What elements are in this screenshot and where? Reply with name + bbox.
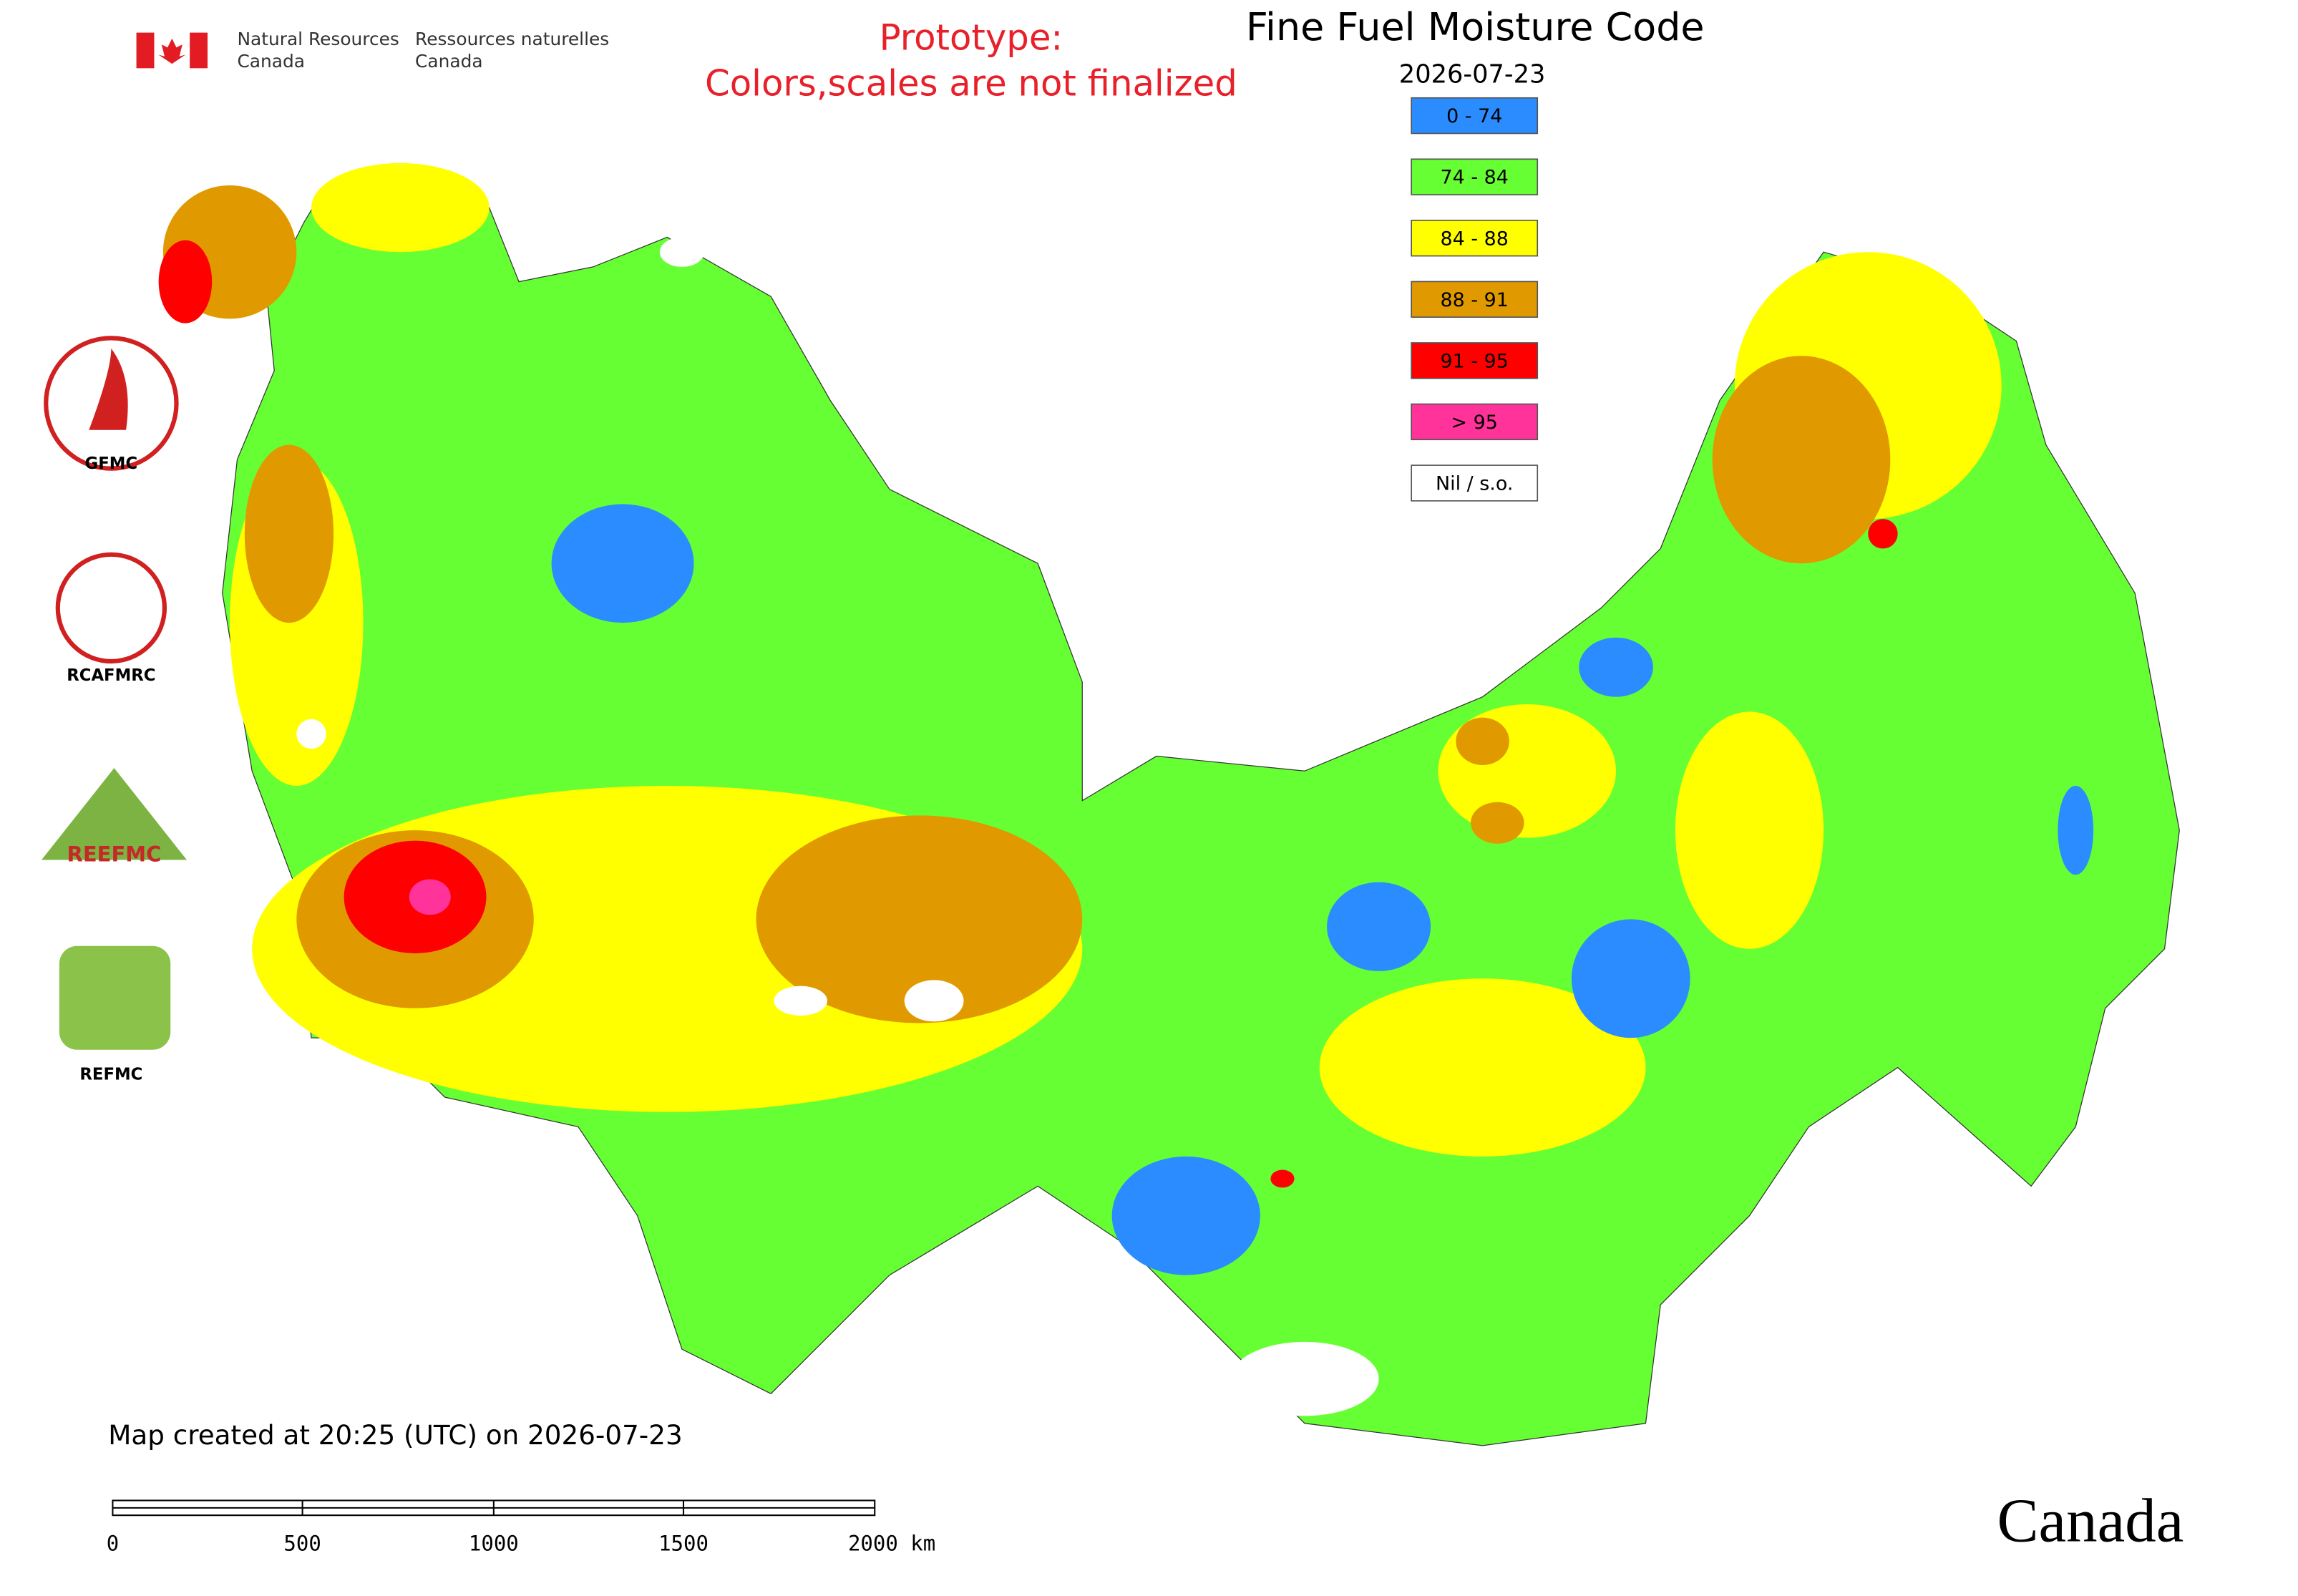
flag <box>136 32 208 69</box>
fuel-region <box>1456 717 1509 765</box>
fuel-region <box>333 1111 497 1231</box>
fuel-region <box>1868 519 1898 549</box>
legend-label: 88 - 91 <box>1441 289 1509 311</box>
fuel-region <box>1471 802 1524 844</box>
logo-label: RCAFMRC <box>67 666 155 685</box>
fuel-region <box>523 218 589 272</box>
legend-label: 74 - 84 <box>1441 167 1509 189</box>
legend-swatch <box>1411 403 1539 441</box>
fuel-region <box>311 162 490 253</box>
legend-label: 91 - 95 <box>1441 350 1509 372</box>
dept-fr: Ressources naturelles <box>415 29 609 49</box>
scale-label: 0 <box>107 1532 119 1556</box>
scale-label: 2000 km <box>848 1532 935 1556</box>
legend-label: 0 - 74 <box>1446 105 1502 127</box>
map-date: 2026-07-23 <box>1399 60 1546 89</box>
fuel-region <box>158 240 213 323</box>
dept-en: Natural Resources <box>237 29 399 49</box>
fuel-region <box>774 986 827 1016</box>
notice: Colors,scales are not finalized <box>705 63 1237 104</box>
fuel-region <box>1327 882 1431 971</box>
scale-bar <box>112 1499 876 1517</box>
legend-label: > 95 <box>1451 412 1498 434</box>
fuel-region <box>1230 1341 1379 1416</box>
fuel-region <box>1319 978 1646 1157</box>
fuel-region <box>904 980 964 1022</box>
fuel-region <box>409 879 451 915</box>
legend-swatch <box>1411 342 1539 379</box>
logos <box>42 336 188 1050</box>
logo-label: REEFMC <box>67 842 162 866</box>
scale-label: 500 <box>283 1532 321 1556</box>
legend-swatch <box>1411 220 1539 257</box>
fuel-region <box>1571 919 1690 1038</box>
fuel-region <box>1111 1156 1260 1275</box>
fuel-region <box>296 719 326 749</box>
dept-fr: Canada <box>415 51 483 72</box>
land <box>222 185 2180 1446</box>
wordmark: Canada <box>1997 1486 2184 1555</box>
legend-swatch <box>1411 281 1539 318</box>
fuel-region <box>1675 711 1824 949</box>
dept-en: Canada <box>237 51 305 72</box>
scale-label: 1500 <box>658 1532 709 1556</box>
map <box>158 162 2180 1446</box>
fuel-region <box>1270 1169 1295 1188</box>
notice: Prototype: <box>880 16 1063 58</box>
legend-label: 84 - 88 <box>1441 228 1509 250</box>
fuel-region <box>1579 637 1653 697</box>
fuel-region <box>2058 785 2094 875</box>
legend-swatch <box>1411 464 1539 502</box>
scale-label: 1000 <box>469 1532 519 1556</box>
map-title: Fine Fuel Moisture Code <box>1246 4 1705 49</box>
legend-swatch <box>1411 158 1539 195</box>
created-note: Map created at 20:25 (UTC) on 2026-07-23 <box>108 1419 682 1451</box>
legend-swatch <box>1411 97 1539 135</box>
fuel-region <box>1712 356 1891 564</box>
logo-label: REFMC <box>79 1065 142 1084</box>
fuel-region <box>659 237 705 267</box>
fuel-region <box>551 504 694 623</box>
fuel-region <box>756 815 1083 1023</box>
legend-label: Nil / s.o. <box>1436 473 1513 495</box>
logo-label: GFMC <box>85 454 138 473</box>
fuel-region <box>244 444 334 623</box>
